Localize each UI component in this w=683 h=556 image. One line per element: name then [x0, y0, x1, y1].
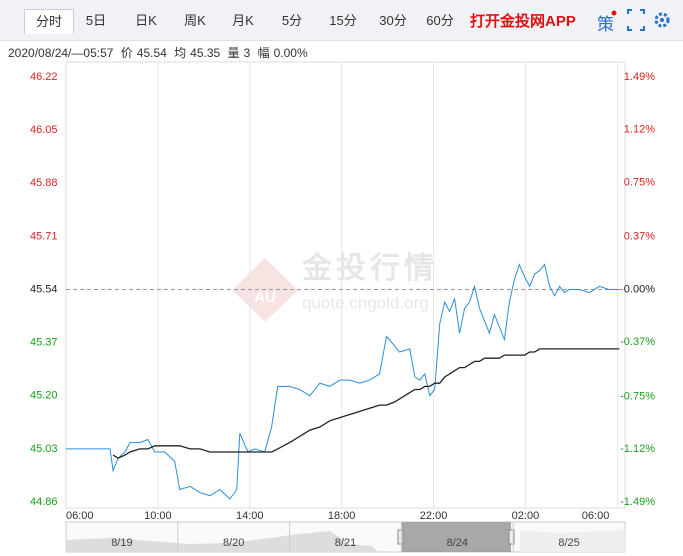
y2-tick-label: 1.12%	[624, 124, 655, 136]
watermark-name: 金投行情	[301, 251, 438, 285]
y2-tick-label: 0.75%	[624, 176, 655, 188]
x-tick-label: 06:00	[66, 510, 94, 522]
y2-tick-label: -1.12%	[620, 443, 655, 455]
fullscreen-icon[interactable]	[627, 9, 645, 31]
navigator-handle[interactable]	[397, 529, 404, 545]
y-tick-label: 45.88	[30, 177, 58, 189]
tab[interactable]: 5分	[281, 13, 303, 28]
x-tick-label: 14:00	[236, 510, 264, 522]
strategy-button[interactable]: 策	[597, 15, 614, 34]
info-time: 2020/08/24/—05:57	[8, 46, 114, 60]
navigator-handle[interactable]	[508, 529, 515, 545]
series-line	[112, 348, 620, 459]
app-link[interactable]: 打开金投网APP	[470, 13, 576, 30]
y2-tick-label: 1.49%	[624, 71, 655, 83]
navigator-date: 8/21	[335, 537, 356, 549]
y2-tick-label: -0.37%	[620, 336, 655, 348]
info-value: 45.54	[136, 46, 167, 60]
navigator: 8/19 8/20 8/21 8/24 8/25	[65, 521, 626, 553]
info-value: 3	[243, 46, 251, 60]
y-tick-label: 45.37	[30, 337, 58, 349]
watermark-site: quote.cngold.org	[302, 293, 429, 312]
navigator-area	[520, 530, 625, 552]
tab[interactable]: 5日	[85, 13, 107, 28]
info-label: 均	[174, 46, 187, 60]
watermark-logo: AU	[254, 289, 276, 306]
y-tick-label: 46.05	[30, 124, 58, 136]
y-tick-label: 45.54	[30, 283, 58, 295]
y2-tick-label: -0.75%	[620, 390, 655, 402]
navigator-date: 8/25	[558, 537, 579, 549]
tab[interactable]: 15分	[329, 13, 357, 28]
toolbar-icons	[611, 9, 670, 31]
info-label: 幅	[257, 46, 270, 60]
info-label: 量	[227, 46, 240, 60]
y-tick-label: 45.20	[30, 390, 58, 402]
navigator-date: 8/20	[223, 537, 244, 549]
tab[interactable]: 60分	[426, 13, 454, 28]
y-tick-label: 44.86	[30, 496, 58, 508]
navigator-area	[66, 531, 378, 552]
x-tick-label: 22:00	[420, 510, 448, 522]
tab[interactable]: 30分	[379, 13, 407, 28]
badge	[611, 10, 617, 16]
plot-frame	[65, 61, 626, 509]
y-tick-label: 46.22	[30, 71, 58, 83]
navigator-date: 8/19	[111, 537, 132, 549]
y2-tick-label: 0.00%	[624, 283, 655, 295]
info-label: 价	[120, 46, 133, 60]
x-tick-label: 18:00	[328, 510, 356, 522]
y2-tick-label: 0.37%	[624, 231, 655, 243]
tab[interactable]: 月K	[232, 13, 254, 28]
x-tick-label: 06:00	[582, 510, 610, 522]
info-value: 0.00%	[273, 46, 308, 60]
y2-tick-label: -1.49%	[620, 496, 655, 508]
tab[interactable]: 周K	[184, 13, 206, 28]
x-tick-label: 02:00	[512, 510, 540, 522]
info-value: 45.35	[190, 46, 221, 60]
y-tick-label: 45.03	[30, 443, 58, 455]
watermark: AU 金投行情 quote.cngold.org	[232, 251, 438, 322]
y-tick-label: 45.71	[30, 230, 58, 242]
toolbar: 分时 5日 日K 周K 月K 5分 15分 30分 60分 打开金投网APP 策	[0, 0, 683, 41]
settings-icon[interactable]	[654, 12, 670, 28]
navigator-window[interactable]	[401, 522, 511, 552]
series-line	[66, 263, 620, 500]
tab[interactable]: 分时	[24, 9, 74, 34]
navigator-date: 8/24	[447, 537, 468, 549]
tab[interactable]: 日K	[135, 13, 157, 28]
x-tick-label: 10:00	[144, 510, 172, 522]
